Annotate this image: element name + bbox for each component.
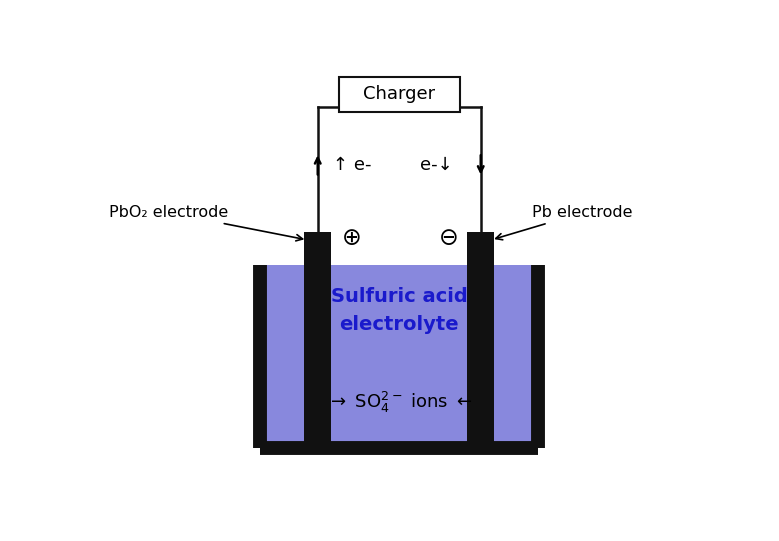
Text: $\rightarrow$ SO$_4^{2-}$ ions $\leftarrow$: $\rightarrow$ SO$_4^{2-}$ ions $\leftarr… bbox=[326, 390, 472, 415]
Bar bbox=[304, 232, 331, 448]
Text: Pb electrode: Pb electrode bbox=[495, 205, 633, 240]
Text: $\oplus$: $\oplus$ bbox=[341, 226, 361, 250]
Text: Sulfuric acid
electrolyte: Sulfuric acid electrolyte bbox=[331, 287, 467, 334]
Text: PbO₂ electrode: PbO₂ electrode bbox=[109, 205, 302, 241]
Text: Charger: Charger bbox=[363, 85, 435, 103]
Bar bbox=[339, 77, 460, 111]
Text: e-↓: e-↓ bbox=[421, 156, 453, 174]
Text: ↑ e-: ↑ e- bbox=[333, 156, 372, 174]
Bar bbox=[260, 265, 538, 448]
Text: $\ominus$: $\ominus$ bbox=[438, 226, 457, 250]
Bar bbox=[467, 232, 495, 448]
